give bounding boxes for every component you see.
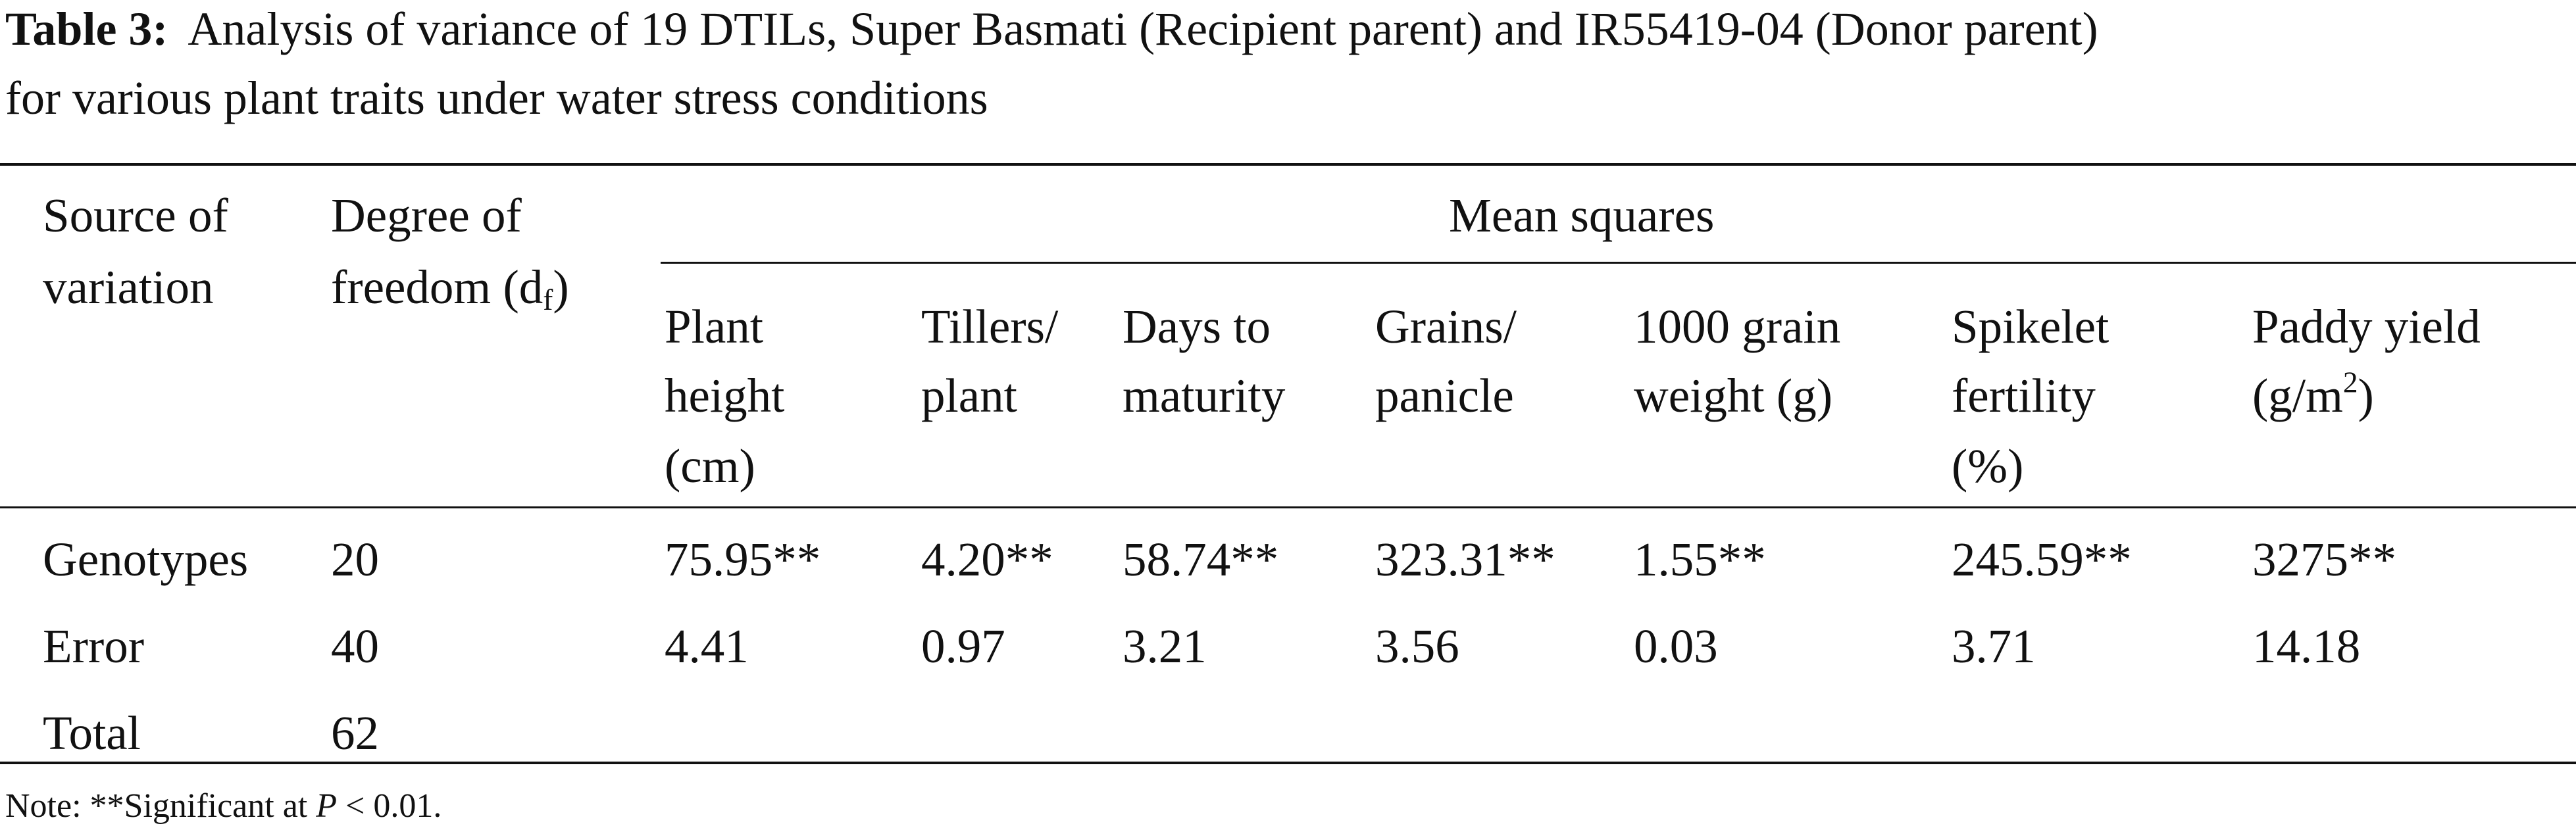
header-mean-squares: Mean squares bbox=[1449, 189, 1715, 242]
row-df: 62 bbox=[331, 706, 379, 760]
row-source: Total bbox=[43, 706, 141, 760]
col-grains-panicle-l2: panicle bbox=[1375, 369, 1514, 422]
cell-plant-height: 75.95** bbox=[665, 533, 821, 586]
col-grain-weight-l1: 1000 grain bbox=[1634, 300, 1841, 353]
row-df: 40 bbox=[331, 620, 379, 673]
col-plant-height-l1: Plant bbox=[665, 300, 764, 353]
header-df-line1: Degree of bbox=[331, 189, 522, 242]
row-df: 20 bbox=[331, 533, 379, 586]
cell-spikelet-fertility: 245.59** bbox=[1952, 533, 2132, 586]
cell-grain-weight: 1.55** bbox=[1634, 533, 1766, 586]
col-spikelet-fertility-l2: fertility bbox=[1952, 369, 2096, 422]
row-source: Error bbox=[43, 620, 145, 673]
cell-grains-panicle: 323.31** bbox=[1375, 533, 1555, 586]
col-days-maturity-l1: Days to bbox=[1123, 300, 1271, 353]
bottom-rule bbox=[0, 762, 2576, 764]
cell-spikelet-fertility: 3.71 bbox=[1952, 620, 2036, 673]
header-source-line1: Source of bbox=[43, 189, 228, 242]
cell-days-maturity: 3.21 bbox=[1123, 620, 1207, 673]
header-source-line2: variation bbox=[43, 260, 214, 314]
cell-paddy-yield: 14.18 bbox=[2252, 620, 2361, 673]
row-source: Genotypes bbox=[43, 533, 249, 586]
cell-days-maturity: 58.74** bbox=[1123, 533, 1279, 586]
caption-text-2: for various plant traits under water str… bbox=[5, 72, 988, 124]
table-caption-line2: for various plant traits under water str… bbox=[5, 74, 988, 122]
col-plant-height-l2: height bbox=[665, 369, 785, 422]
table-label: Table 3: bbox=[5, 3, 168, 55]
col-plant-height-l3: (cm) bbox=[665, 439, 755, 493]
caption-text-1: Analysis of variance of 19 DTILs, Super … bbox=[188, 3, 2098, 55]
header-bottom-rule bbox=[0, 506, 2576, 508]
col-tillers-l1: Tillers/ bbox=[921, 300, 1059, 353]
cell-tillers: 4.20** bbox=[921, 533, 1053, 586]
cell-tillers: 0.97 bbox=[921, 620, 1005, 673]
mean-squares-rule bbox=[661, 262, 2576, 264]
table-caption-line1: Table 3: Analysis of variance of 19 DTIL… bbox=[5, 5, 2098, 53]
cell-plant-height: 4.41 bbox=[665, 620, 749, 673]
cell-paddy-yield: 3275** bbox=[2252, 533, 2396, 586]
cell-grains-panicle: 3.56 bbox=[1375, 620, 1459, 673]
table-note: Note: **Significant at P < 0.01. bbox=[5, 787, 442, 825]
col-grain-weight-l2: weight (g) bbox=[1634, 369, 1833, 422]
col-grains-panicle-l1: Grains/ bbox=[1375, 300, 1517, 353]
cell-grain-weight: 0.03 bbox=[1634, 620, 1718, 673]
col-paddy-yield-l2: (g/m2) bbox=[2252, 366, 2374, 422]
col-days-maturity-l2: maturity bbox=[1123, 369, 1286, 422]
col-tillers-l2: plant bbox=[921, 369, 1017, 422]
col-paddy-yield-l1: Paddy yield bbox=[2252, 300, 2481, 353]
col-spikelet-fertility-l1: Spikelet bbox=[1952, 300, 2109, 353]
col-spikelet-fertility-l3: (%) bbox=[1952, 439, 2024, 493]
top-rule bbox=[0, 163, 2576, 166]
header-df-line2: freedom (df) bbox=[331, 260, 569, 316]
